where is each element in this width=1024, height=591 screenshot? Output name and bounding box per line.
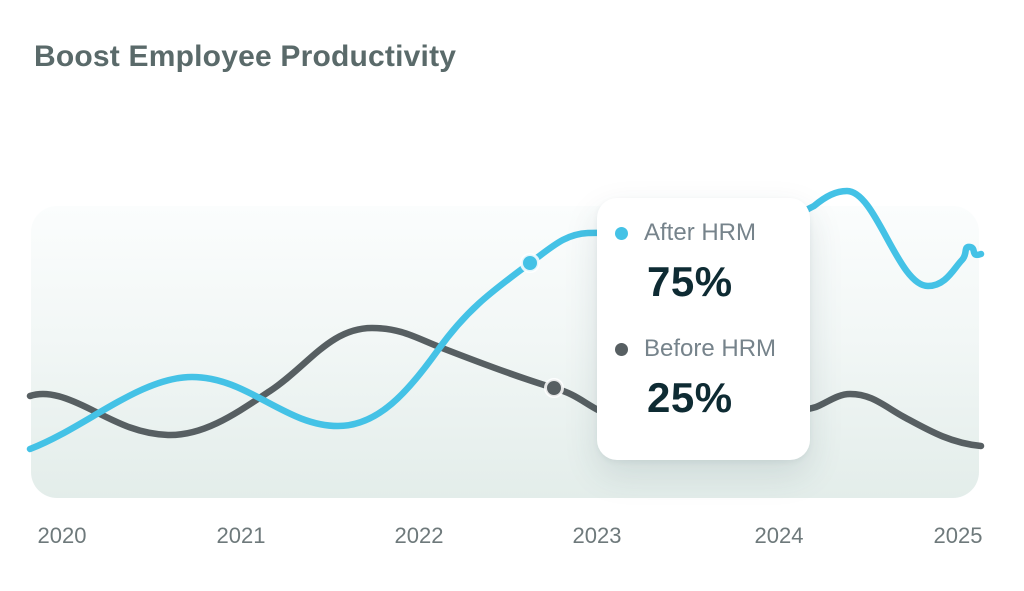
x-axis: 2020 2021 2022 2023 2024 2025 bbox=[0, 523, 1024, 551]
after-hrm-value: 75% bbox=[647, 258, 733, 305]
after-hrm-label: After HRM bbox=[644, 219, 757, 246]
tooltip-row-after-hrm: After HRM bbox=[615, 220, 792, 246]
x-axis-label-2021: 2021 bbox=[216, 523, 266, 548]
x-axis-label-2023: 2023 bbox=[572, 523, 622, 548]
after-hrm-bullet-icon bbox=[615, 226, 628, 240]
before-hrm-line[interactable] bbox=[26, 324, 985, 450]
before-hrm-label: Before HRM bbox=[644, 335, 777, 362]
page-title: Boost Employee Productivity bbox=[34, 40, 457, 73]
before-hrm-value: 25% bbox=[647, 374, 733, 421]
x-axis-label-2022: 2022 bbox=[394, 523, 444, 548]
x-axis-label-2024: 2024 bbox=[754, 523, 804, 548]
after-hrm-line[interactable] bbox=[26, 187, 985, 453]
chart-tooltip: After HRM 75% Before HRM 25% bbox=[597, 198, 810, 460]
after-hrm-marker-dot[interactable] bbox=[520, 253, 540, 273]
before-hrm-bullet-icon bbox=[615, 342, 628, 356]
x-axis-label-2025: 2025 bbox=[933, 523, 983, 548]
x-axis-label-2020: 2020 bbox=[37, 523, 87, 548]
tooltip-row-before-hrm: Before HRM bbox=[615, 336, 792, 362]
chart-plot-area[interactable] bbox=[31, 206, 979, 498]
before-hrm-marker-dot[interactable] bbox=[544, 378, 564, 398]
